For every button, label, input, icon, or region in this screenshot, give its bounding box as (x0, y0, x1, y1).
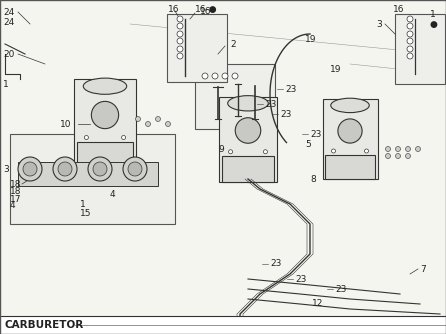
Circle shape (407, 31, 413, 37)
Text: 1: 1 (80, 199, 86, 208)
Circle shape (91, 101, 119, 129)
Circle shape (145, 122, 150, 127)
Text: 2: 2 (230, 39, 235, 48)
Circle shape (53, 157, 77, 181)
Text: 4: 4 (10, 201, 16, 210)
Circle shape (229, 150, 233, 154)
Circle shape (177, 46, 183, 52)
Bar (10, 134, 175, 224)
Bar (77, 142, 133, 169)
Text: 16: 16 (168, 4, 179, 13)
Ellipse shape (83, 78, 127, 94)
Circle shape (385, 147, 391, 152)
Text: 19: 19 (305, 34, 317, 43)
Circle shape (407, 23, 413, 29)
Circle shape (177, 31, 183, 37)
Bar (395, 14, 445, 84)
Text: 24: 24 (3, 17, 14, 26)
Text: 1: 1 (430, 9, 436, 18)
Circle shape (264, 150, 268, 154)
Circle shape (128, 162, 142, 176)
Circle shape (232, 73, 238, 79)
Text: 20: 20 (3, 49, 14, 58)
Text: ●: ● (430, 19, 438, 28)
Text: 3: 3 (376, 19, 382, 28)
Circle shape (385, 154, 391, 159)
Circle shape (58, 162, 72, 176)
Text: 12: 12 (312, 300, 323, 309)
Text: 18: 18 (10, 179, 21, 188)
Text: 23: 23 (270, 260, 281, 269)
Text: 3: 3 (3, 165, 9, 173)
Text: 23: 23 (285, 85, 297, 94)
Text: 16-●: 16-● (195, 4, 218, 13)
Bar (325, 155, 375, 179)
Text: 23: 23 (310, 130, 322, 139)
Circle shape (177, 23, 183, 29)
Bar (222, 156, 274, 181)
Ellipse shape (228, 96, 268, 111)
Circle shape (93, 162, 107, 176)
Bar (18, 162, 158, 186)
Text: 8: 8 (310, 174, 316, 183)
Circle shape (165, 122, 170, 127)
Text: 23: 23 (335, 285, 347, 294)
Bar (219, 97, 277, 181)
Text: 19: 19 (330, 64, 342, 73)
Text: 9: 9 (218, 145, 224, 154)
Circle shape (202, 73, 208, 79)
Circle shape (88, 157, 112, 181)
Circle shape (156, 117, 161, 122)
Bar (322, 99, 377, 179)
Circle shape (364, 149, 368, 153)
Bar (74, 79, 136, 169)
Circle shape (407, 16, 413, 22)
Circle shape (396, 147, 401, 152)
Text: 1: 1 (3, 79, 9, 89)
Bar (195, 64, 275, 129)
Bar (0, 316, 446, 334)
Circle shape (416, 147, 421, 152)
Circle shape (222, 73, 228, 79)
Text: 15: 15 (80, 209, 91, 218)
Text: 17: 17 (10, 194, 21, 203)
Circle shape (331, 149, 335, 153)
Circle shape (123, 157, 147, 181)
Text: 23: 23 (295, 275, 306, 284)
Circle shape (136, 117, 140, 122)
Circle shape (84, 136, 88, 140)
Circle shape (405, 147, 410, 152)
Ellipse shape (331, 98, 369, 113)
Circle shape (338, 119, 362, 143)
Circle shape (407, 46, 413, 52)
Circle shape (407, 38, 413, 44)
Text: 10: 10 (60, 120, 71, 129)
Circle shape (23, 162, 37, 176)
Circle shape (396, 154, 401, 159)
Circle shape (407, 53, 413, 59)
Text: 18: 18 (10, 186, 21, 195)
Text: CARBURETOR: CARBURETOR (4, 320, 83, 330)
Text: 16: 16 (393, 4, 405, 13)
Circle shape (177, 38, 183, 44)
Circle shape (177, 53, 183, 59)
Circle shape (405, 154, 410, 159)
Bar (167, 14, 227, 82)
Circle shape (122, 136, 126, 140)
Circle shape (18, 157, 42, 181)
Text: 24: 24 (3, 7, 14, 16)
Text: 23: 23 (265, 100, 277, 109)
Circle shape (212, 73, 218, 79)
Text: 16: 16 (200, 6, 211, 15)
Text: 7: 7 (420, 265, 426, 274)
Text: 23: 23 (280, 110, 291, 119)
Circle shape (177, 16, 183, 22)
Text: 5: 5 (305, 140, 311, 149)
Circle shape (235, 118, 261, 143)
Text: 4: 4 (110, 189, 116, 198)
